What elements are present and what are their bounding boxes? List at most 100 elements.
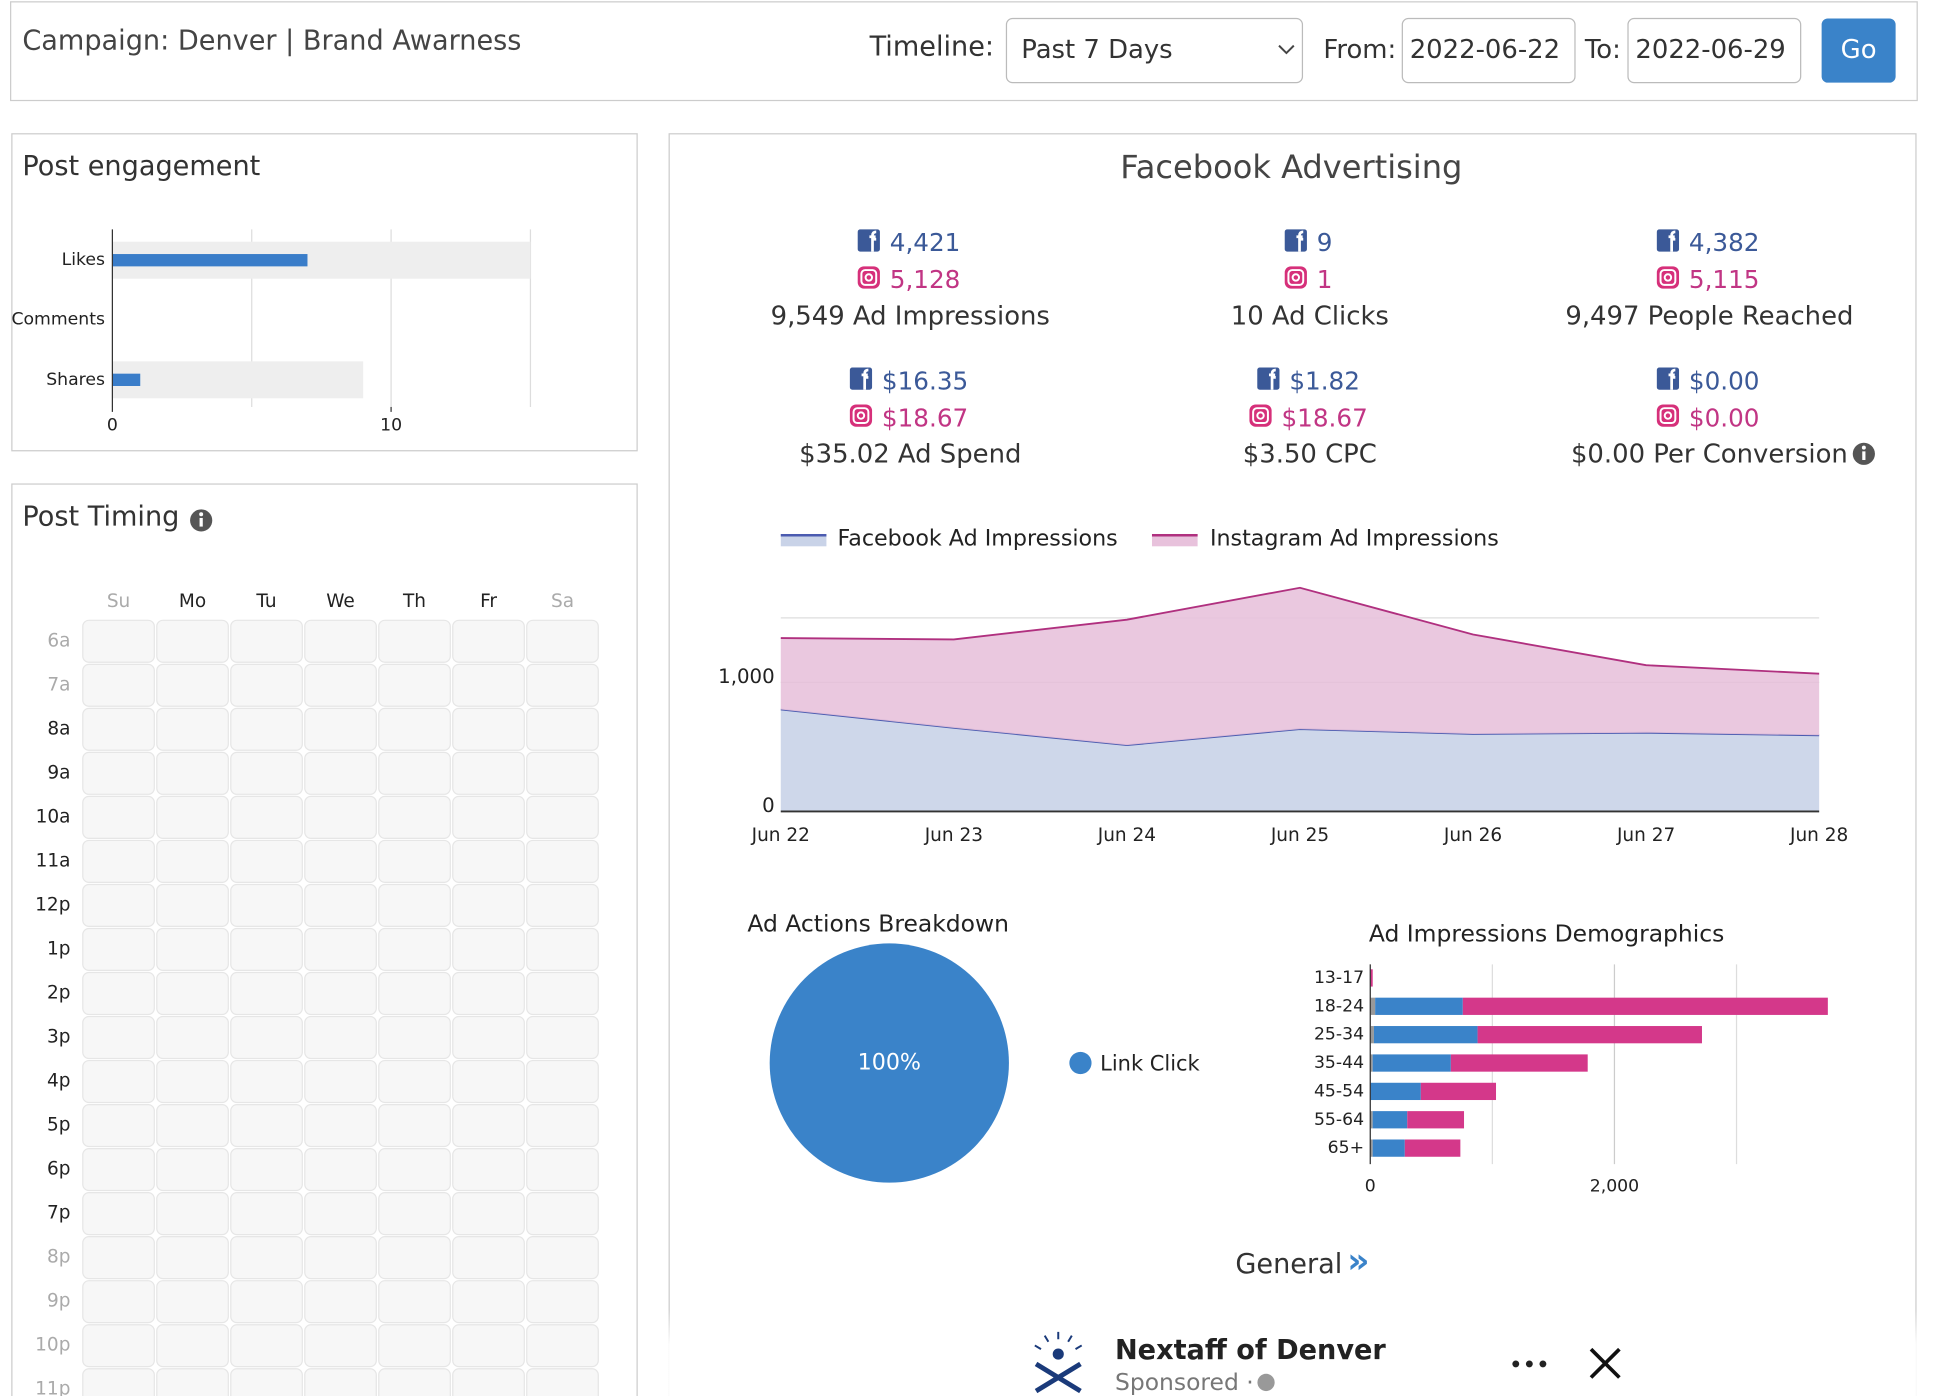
timing-cell bbox=[452, 663, 525, 707]
timing-cell bbox=[230, 795, 303, 839]
instagram-icon-lens bbox=[864, 273, 874, 282]
timing-cell bbox=[378, 1015, 451, 1060]
timing-cell bbox=[230, 883, 303, 928]
timeline-label: Timeline: bbox=[869, 32, 994, 63]
timing-cell bbox=[526, 1148, 599, 1192]
timing-cell bbox=[526, 795, 599, 839]
y-tick-label: 0 bbox=[762, 794, 775, 817]
timing-cell bbox=[304, 883, 377, 928]
more-dot[interactable] bbox=[1525, 1360, 1533, 1368]
general-link[interactable]: General bbox=[1235, 1249, 1342, 1280]
timing-cell bbox=[156, 1059, 229, 1104]
logo-rays bbox=[1034, 1331, 1083, 1350]
timing-cell bbox=[304, 1192, 377, 1236]
go-button[interactable] bbox=[1821, 18, 1896, 83]
facebook-icon-f bbox=[869, 230, 877, 252]
timing-cell bbox=[526, 1324, 599, 1368]
instagram-icon bbox=[1656, 266, 1680, 289]
timing-cell bbox=[156, 707, 229, 751]
day-label: Su bbox=[107, 591, 130, 612]
timing-cell bbox=[230, 839, 303, 883]
facebook-icon-f bbox=[1268, 368, 1276, 390]
timing-cell bbox=[304, 1015, 377, 1060]
more-dot[interactable] bbox=[1512, 1360, 1520, 1368]
close-icon[interactable] bbox=[1589, 1347, 1621, 1379]
bar-segment bbox=[1372, 1139, 1405, 1157]
bar bbox=[112, 254, 308, 267]
instagram-icon bbox=[1284, 266, 1307, 289]
timeline-select[interactable] bbox=[1005, 17, 1304, 84]
timing-cell bbox=[156, 883, 229, 928]
timing-cell bbox=[82, 1368, 155, 1396]
timing-cell bbox=[230, 707, 303, 751]
timing-cell bbox=[526, 1015, 599, 1060]
more-dot[interactable] bbox=[1539, 1360, 1547, 1368]
y-tick-label: 55-64 bbox=[1314, 1110, 1364, 1130]
timing-cell bbox=[304, 839, 377, 883]
area bbox=[780, 709, 1820, 812]
x-tick-label: Jun 25 bbox=[1270, 825, 1329, 846]
bar-segment bbox=[1404, 1139, 1461, 1157]
x-tick-label: 10 bbox=[380, 415, 402, 435]
pie-slice bbox=[769, 943, 1009, 1183]
instagram-value: $18.67 bbox=[1281, 403, 1367, 432]
to-input[interactable] bbox=[1627, 17, 1802, 84]
hour-label: 10p bbox=[35, 1335, 70, 1356]
bar-segment bbox=[1370, 1082, 1421, 1101]
timing-cell bbox=[156, 619, 229, 663]
timing-cell bbox=[156, 1103, 229, 1148]
timing-cell bbox=[378, 1368, 451, 1396]
timing-cell bbox=[156, 1148, 229, 1192]
instagram-value: 5,128 bbox=[890, 265, 961, 294]
timing-cell bbox=[156, 1368, 229, 1396]
timing-cell bbox=[230, 927, 303, 972]
day-label: Mo bbox=[179, 591, 206, 612]
timing-cell bbox=[452, 795, 525, 839]
timing-cell bbox=[304, 1368, 377, 1396]
timing-cell bbox=[304, 751, 377, 795]
timing-cell bbox=[230, 1059, 303, 1104]
timing-cell bbox=[156, 1236, 229, 1280]
facebook-value: 4,421 bbox=[890, 228, 961, 257]
timing-cell bbox=[82, 1324, 155, 1368]
timing-cell bbox=[526, 619, 599, 663]
timing-cell bbox=[526, 883, 599, 928]
instagram-icon-frame bbox=[860, 269, 878, 286]
timing-cell bbox=[378, 619, 451, 663]
instagram-icon-frame bbox=[1252, 407, 1269, 424]
instagram-icon-frame bbox=[1659, 407, 1677, 424]
instagram-icon bbox=[1249, 404, 1272, 427]
timing-cell bbox=[378, 927, 451, 972]
from-label: From: bbox=[1323, 35, 1396, 65]
from-input[interactable] bbox=[1401, 17, 1576, 84]
x-tick-label: Jun 24 bbox=[1097, 825, 1156, 846]
timing-cell bbox=[156, 751, 229, 795]
timing-cell bbox=[304, 1324, 377, 1368]
timing-cell bbox=[378, 1324, 451, 1368]
timing-cell bbox=[526, 1103, 599, 1148]
instagram-icon-lens bbox=[1256, 411, 1265, 420]
timing-cell bbox=[452, 1280, 525, 1324]
instagram-icon bbox=[1656, 404, 1680, 427]
hour-label: 6a bbox=[47, 630, 70, 651]
timing-cell bbox=[82, 1103, 155, 1148]
area bbox=[780, 587, 1820, 746]
metric-label: 10 Ad Clicks bbox=[1231, 301, 1389, 331]
instagram-icon-lens bbox=[1663, 411, 1673, 420]
facebook-icon-f bbox=[861, 368, 869, 390]
general-link-icon[interactable]: » bbox=[1347, 1241, 1369, 1281]
day-label: Sa bbox=[551, 591, 574, 612]
x-tick-label: Jun 28 bbox=[1789, 825, 1848, 846]
advertiser-name: Nextaff of Denver bbox=[1115, 1335, 1386, 1366]
timing-cell bbox=[378, 663, 451, 707]
timing-cell bbox=[304, 795, 377, 839]
metric-label: 9,497 People Reached bbox=[1565, 301, 1853, 331]
day-label: Tu bbox=[255, 591, 276, 612]
timing-cell bbox=[156, 927, 229, 972]
hour-label: 12p bbox=[35, 894, 70, 915]
timing-cell bbox=[452, 1103, 525, 1148]
timing-cell bbox=[452, 1236, 525, 1280]
facebook-icon bbox=[1656, 367, 1680, 390]
metric-label: $0.00 Per Conversion bbox=[1571, 440, 1848, 470]
